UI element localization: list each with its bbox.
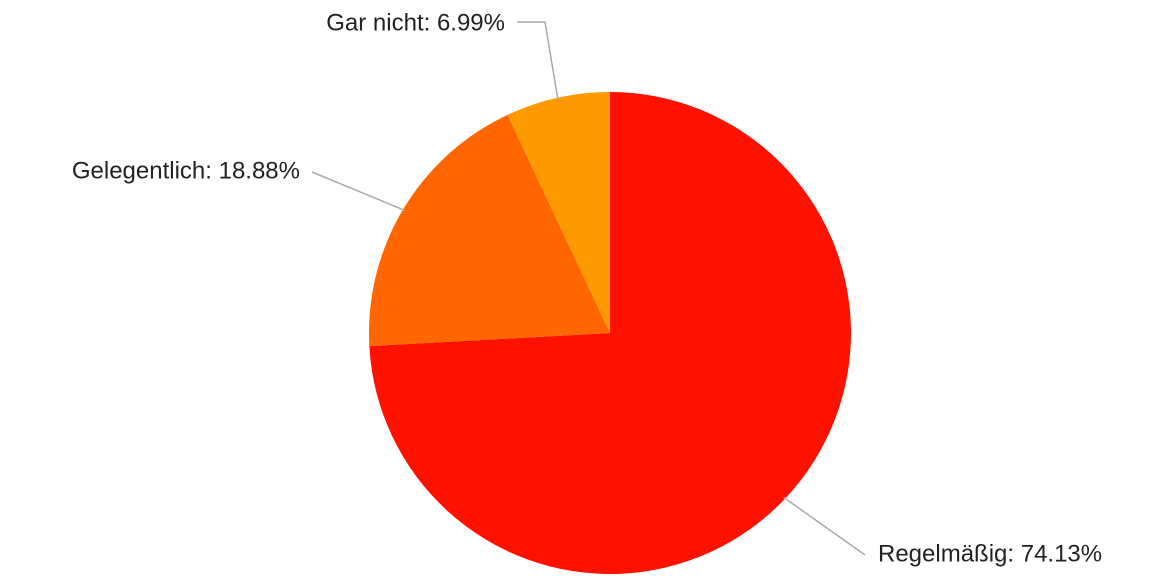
- leader-line: [311, 171, 406, 212]
- pie-slice: [507, 92, 610, 333]
- leader-line: [517, 21, 559, 100]
- pie-slice: [369, 92, 851, 574]
- slice-label: Gelegentlich: 18.88%: [72, 157, 300, 184]
- slice-label: Regelmäßig: 74.13%: [878, 540, 1102, 567]
- leader-line: [783, 496, 866, 556]
- pie-slice: [369, 114, 610, 347]
- slice-label: Gar nicht: 6.99%: [326, 9, 505, 36]
